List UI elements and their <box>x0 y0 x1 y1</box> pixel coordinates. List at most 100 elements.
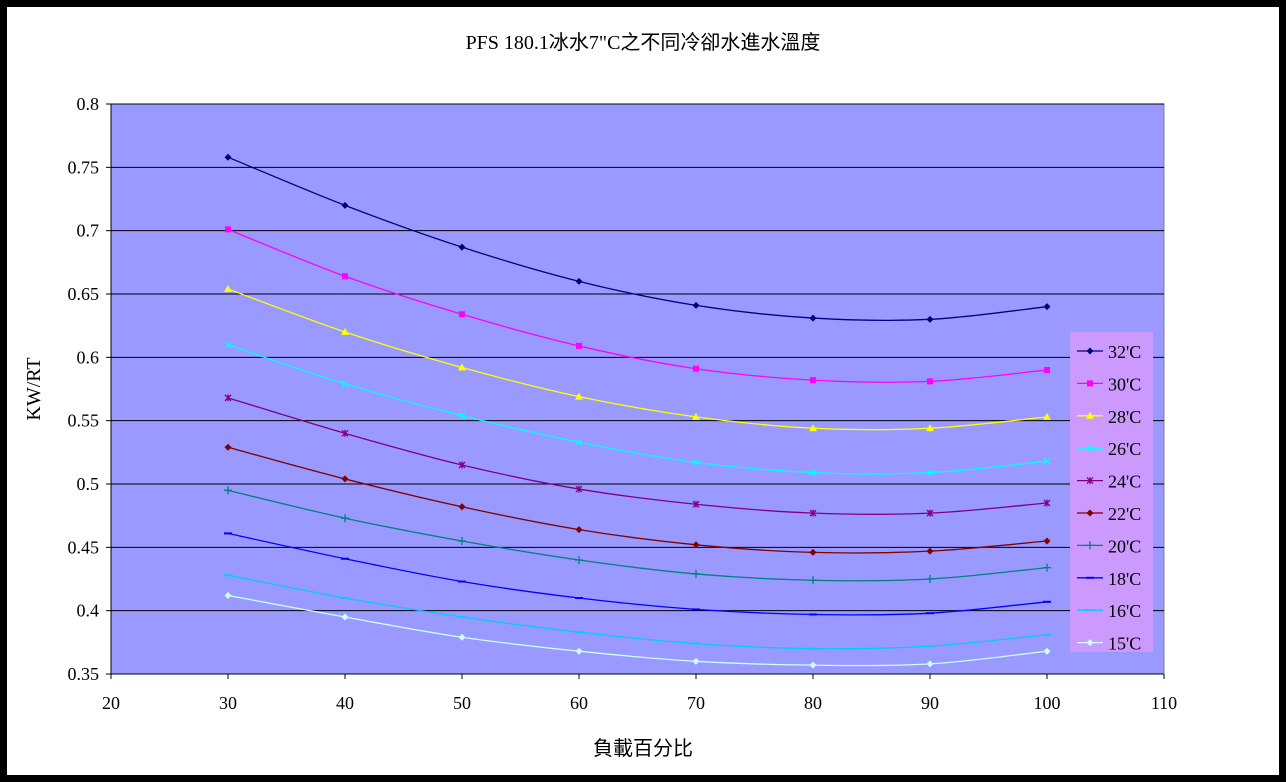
data-point <box>692 459 700 466</box>
data-point <box>926 424 934 432</box>
data-point <box>458 412 466 420</box>
data-point <box>926 509 934 517</box>
data-point <box>224 394 232 402</box>
x-tick-label: 70 <box>687 693 705 713</box>
data-point <box>693 365 699 372</box>
series-line <box>227 489 1048 582</box>
data-point <box>575 556 583 564</box>
data-point <box>341 475 349 483</box>
legend-swatch-marker <box>1086 509 1094 517</box>
data-point <box>575 277 583 285</box>
data-point <box>1044 367 1050 373</box>
legend-swatch-marker <box>1086 639 1094 647</box>
data-point <box>926 315 934 323</box>
y-tick-label: 0.65 <box>68 284 100 304</box>
series-2 <box>224 284 1051 432</box>
x-tick-label: 80 <box>804 693 822 713</box>
data-point <box>810 377 816 384</box>
legend-swatch-marker <box>1086 347 1094 355</box>
x-tick-label: 20 <box>102 693 120 713</box>
legend-label: 28'C <box>1108 407 1141 427</box>
data-point <box>692 569 700 578</box>
data-point <box>926 575 934 583</box>
data-point <box>692 541 700 549</box>
chart-title: PFS 180.1冰水7"C之不同冷卻水進水溫度 <box>466 31 821 54</box>
data-point <box>1043 563 1051 572</box>
data-point <box>224 284 232 292</box>
legend-label: 18'C <box>1108 569 1141 589</box>
data-point <box>224 591 232 599</box>
legend-label: 20'C <box>1108 536 1141 556</box>
legend-entry: 20'C <box>1077 536 1141 556</box>
y-tick-label: 0.6 <box>77 347 100 367</box>
data-point <box>341 201 349 209</box>
data-point <box>575 526 583 534</box>
legend-entry: 26'C <box>1077 439 1141 459</box>
series-line <box>227 228 1048 383</box>
data-point <box>926 469 934 477</box>
y-tick-label: 0.4 <box>77 601 100 621</box>
data-point <box>341 514 349 523</box>
data-point <box>926 660 934 668</box>
data-point <box>1043 537 1051 545</box>
chart-frame: PFS 180.1冰水7"C之不同冷卻水進水溫度 0.35 0.4 0.45 0.5 0… <box>7 7 1279 775</box>
series-line <box>227 397 1048 515</box>
data-point <box>692 301 700 309</box>
data-point <box>458 461 466 469</box>
legend-swatch-marker <box>1086 444 1094 452</box>
legend-entry: 28'C <box>1077 407 1141 427</box>
series-line <box>227 532 1048 616</box>
data-point <box>809 548 817 556</box>
data-point <box>809 661 817 669</box>
series-5 <box>224 443 1051 556</box>
legend-label: 15'C <box>1108 634 1141 654</box>
data-point <box>458 243 466 251</box>
x-tick-label: 40 <box>336 693 354 713</box>
data-point <box>1043 647 1051 655</box>
x-tick-label: 110 <box>1151 693 1177 713</box>
y-tick-label: 0.45 <box>68 537 100 557</box>
series-lines <box>224 153 1051 669</box>
legend-label: 32'C <box>1108 342 1141 362</box>
x-tick-label: 30 <box>219 693 237 713</box>
legend-entry: 32'C <box>1077 342 1141 362</box>
series-8 <box>224 574 1051 650</box>
legend-swatch-marker <box>1086 541 1094 550</box>
legend-label: 30'C <box>1108 374 1141 394</box>
data-point <box>575 485 583 493</box>
series-line <box>227 446 1048 554</box>
data-point <box>224 341 232 349</box>
plot-area <box>110 103 1165 675</box>
data-point <box>809 576 817 585</box>
y-tick-label: 0.55 <box>68 411 100 431</box>
data-point <box>809 509 817 517</box>
legend-label: 22'C <box>1108 504 1141 524</box>
data-point <box>692 500 700 508</box>
series-4 <box>224 394 1051 517</box>
data-point <box>1043 457 1051 465</box>
data-point <box>341 613 349 621</box>
legend-box <box>1070 332 1153 652</box>
data-point <box>809 314 817 322</box>
legend-entry: 16'C <box>1077 601 1141 621</box>
legend-swatch-marker <box>1087 380 1093 387</box>
x-tick-label: 100 <box>1034 693 1061 713</box>
series-line <box>227 288 1048 431</box>
y-tick-label: 0.35 <box>68 664 100 684</box>
legend-label: 16'C <box>1108 601 1141 621</box>
y-tick-label: 0.75 <box>68 157 100 177</box>
y-axis-title: KW/RT <box>23 357 45 420</box>
data-point <box>342 273 348 280</box>
data-point <box>1043 412 1051 420</box>
legend-entry: 24'C <box>1077 472 1141 492</box>
data-point <box>575 438 583 446</box>
data-point <box>224 153 232 161</box>
data-point <box>459 311 465 318</box>
series-6 <box>224 486 1051 585</box>
legend-entry: 18'C <box>1077 569 1141 589</box>
series-line <box>227 574 1048 650</box>
data-point <box>341 380 349 388</box>
data-point <box>341 328 349 335</box>
data-point <box>458 363 466 371</box>
x-tick-label: 60 <box>570 693 588 713</box>
